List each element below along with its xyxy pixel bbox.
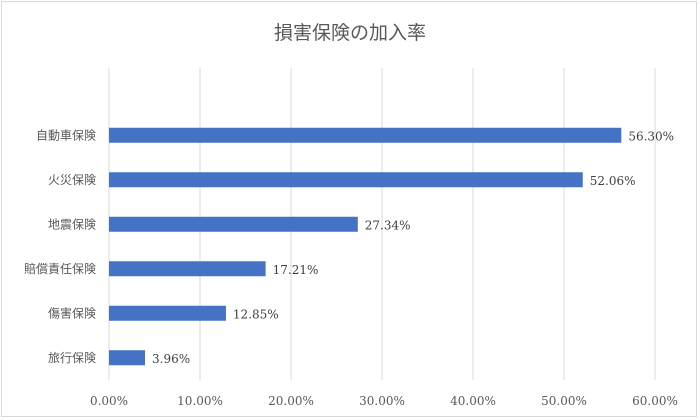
data-label: 56.30%: [628, 129, 674, 143]
x-tick-label: 0.00%: [90, 394, 128, 408]
data-label: 12.85%: [233, 307, 279, 321]
bar: [109, 127, 622, 143]
data-label: 3.96%: [152, 352, 190, 366]
data-label: 52.06%: [590, 174, 636, 188]
x-tick-label: 60.00%: [632, 394, 678, 408]
chart-title: 損害保険の加入率: [273, 22, 426, 44]
category-label: 地震保険: [48, 217, 96, 231]
bar: [109, 305, 226, 321]
category-label: 賠償責任保険: [24, 261, 96, 276]
x-tick-label: 30.00%: [359, 394, 405, 408]
category-label: 傷害保険: [48, 305, 96, 320]
data-label: 17.21%: [273, 263, 319, 277]
bar: [109, 350, 146, 366]
bar: [109, 172, 583, 188]
category-label: 旅行保険: [48, 351, 96, 365]
bar: [109, 216, 358, 232]
x-tick-label: 10.00%: [177, 394, 223, 408]
bar: [109, 261, 266, 277]
category-label: 火災保険: [48, 173, 96, 187]
x-tick-label: 50.00%: [541, 394, 587, 408]
x-tick-label: 40.00%: [450, 394, 496, 408]
data-label: 27.34%: [365, 218, 411, 232]
category-label: 自動車保険: [36, 128, 96, 142]
x-tick-label: 20.00%: [268, 394, 314, 408]
